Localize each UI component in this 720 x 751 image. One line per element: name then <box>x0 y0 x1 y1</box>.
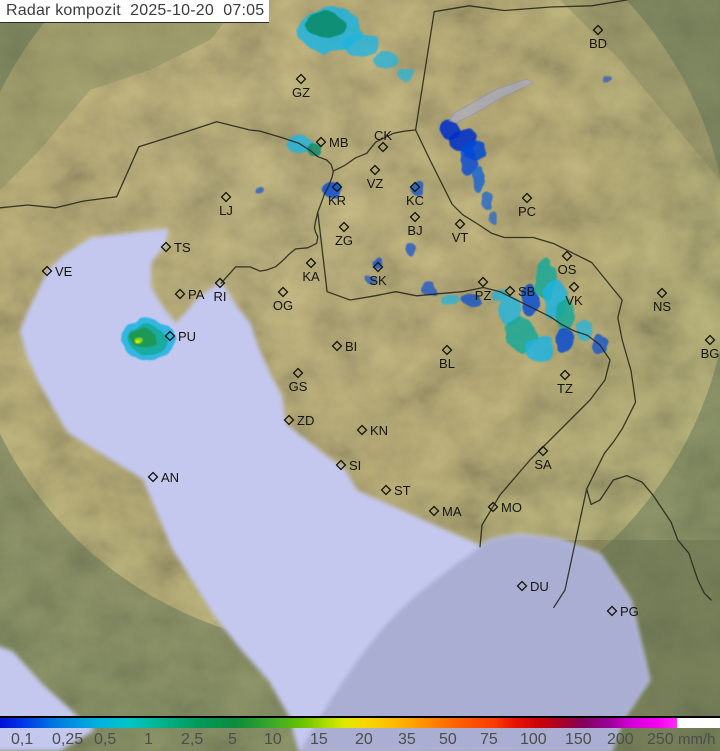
svg-text:OS: OS <box>558 262 577 277</box>
svg-text:AN: AN <box>161 470 179 485</box>
svg-text:BI: BI <box>345 339 357 354</box>
svg-text:ST: ST <box>394 483 411 498</box>
svg-text:VK: VK <box>565 293 583 308</box>
svg-text:BJ: BJ <box>407 223 422 238</box>
svg-text:SI: SI <box>349 458 361 473</box>
svg-text:CK: CK <box>374 128 392 143</box>
svg-text:DU: DU <box>530 579 549 594</box>
svg-text:MA: MA <box>442 504 462 519</box>
svg-text:PA: PA <box>188 287 205 302</box>
svg-text:ZG: ZG <box>335 233 353 248</box>
svg-text:VZ: VZ <box>367 176 384 191</box>
svg-text:SK: SK <box>369 273 387 288</box>
svg-text:MB: MB <box>329 135 349 150</box>
svg-text:TZ: TZ <box>557 381 573 396</box>
svg-text:PU: PU <box>178 329 196 344</box>
svg-text:BL: BL <box>439 356 455 371</box>
svg-text:OG: OG <box>273 298 293 313</box>
svg-text:KN: KN <box>370 423 388 438</box>
svg-text:KR: KR <box>328 193 346 208</box>
svg-text:GS: GS <box>289 379 308 394</box>
svg-text:SB: SB <box>518 284 535 299</box>
svg-text:VE: VE <box>55 264 73 279</box>
svg-text:VT: VT <box>452 230 469 245</box>
svg-text:PZ: PZ <box>475 288 492 303</box>
svg-text:SA: SA <box>534 457 552 472</box>
svg-text:NS: NS <box>653 299 671 314</box>
svg-text:KA: KA <box>302 269 320 284</box>
svg-text:GZ: GZ <box>292 85 310 100</box>
svg-text:BG: BG <box>701 346 720 361</box>
svg-text:ZD: ZD <box>297 413 314 428</box>
svg-text:BD: BD <box>589 36 607 51</box>
svg-text:TS: TS <box>174 240 191 255</box>
svg-text:LJ: LJ <box>219 203 233 218</box>
svg-text:RI: RI <box>214 289 227 304</box>
svg-text:KC: KC <box>406 193 424 208</box>
svg-text:PC: PC <box>518 204 536 219</box>
svg-text:PG: PG <box>620 604 639 619</box>
svg-text:MO: MO <box>501 500 522 515</box>
